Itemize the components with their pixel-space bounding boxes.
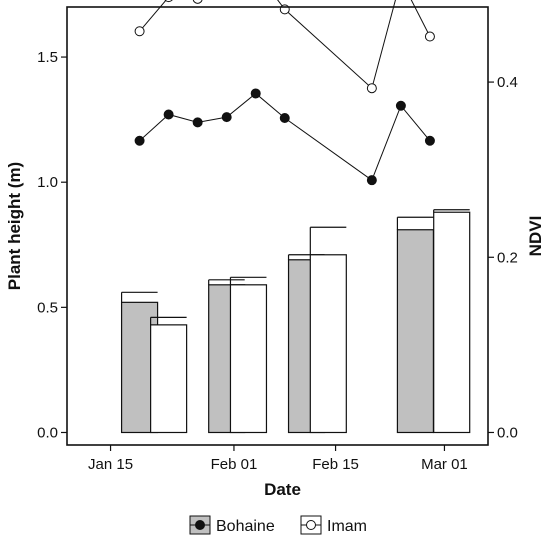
x-tick-label: Jan 15 [88,456,133,473]
left-tick-label: 0.5 [37,299,58,316]
ndvi-point-bohaine-1 [163,109,174,120]
ndvi-lines-layer [134,0,435,186]
left-tick-label: 1.5 [37,49,58,66]
y-axis-title-right: NDVI [526,216,545,257]
ndvi-point-imam-0 [134,26,145,37]
ndvi-line-bohaine [139,92,431,181]
x-tick-label: Feb 15 [312,456,359,473]
ndvi-point-bohaine-8 [424,135,435,146]
legend-label-bohaine: Bohaine [216,518,275,535]
bar-imam-3 [433,211,471,434]
ndvi-line-imam [139,0,431,90]
right-tick-label: 0.0 [497,424,518,441]
x-tick-label: Mar 01 [421,456,468,473]
legend-marker-imam [306,520,316,530]
ndvi-point-imam-8 [424,31,435,42]
x-axis-title: Date [264,480,301,499]
bar-imam-2 [309,254,347,434]
ndvi-point-bohaine-3 [221,112,232,123]
legend-marker-bohaine [195,520,205,530]
ndvi-point-bohaine-2 [192,117,203,128]
bars-layer [120,209,471,434]
ndvi-point-imam-2 [192,0,203,4]
x-tick-label: Feb 01 [211,456,258,473]
ndvi-point-bohaine-0 [134,135,145,146]
bar-bohaine-3 [396,229,435,434]
ndvi-point-bohaine-7 [395,100,406,111]
ndvi-point-bohaine-5 [279,112,290,123]
bar-imam-1 [229,284,268,434]
bar-imam-0 [150,324,188,434]
plot-frame [66,6,489,446]
legend-label-imam: Imam [327,518,367,535]
right-tick-label: 0.4 [497,74,518,91]
left-tick-label: 0.0 [37,424,58,441]
ndvi-point-bohaine-6 [366,175,377,186]
ndvi-point-imam-1 [164,0,173,3]
right-tick-label: 0.2 [497,249,518,266]
legend: Bohaine Imam [189,515,367,535]
x-axis: Jan 15 Feb 01 Feb 15 Mar 01 [88,445,468,473]
left-tick-label: 1.0 [37,174,58,191]
right-axis: 0.0 0.2 0.4 [488,74,518,441]
ndvi-point-bohaine-4 [250,88,261,99]
left-axis: 0.0 0.5 1.0 1.5 [37,49,67,441]
ndvi-point-imam-6 [366,83,377,94]
y-axis-title-left: Plant height (m) [5,162,24,290]
